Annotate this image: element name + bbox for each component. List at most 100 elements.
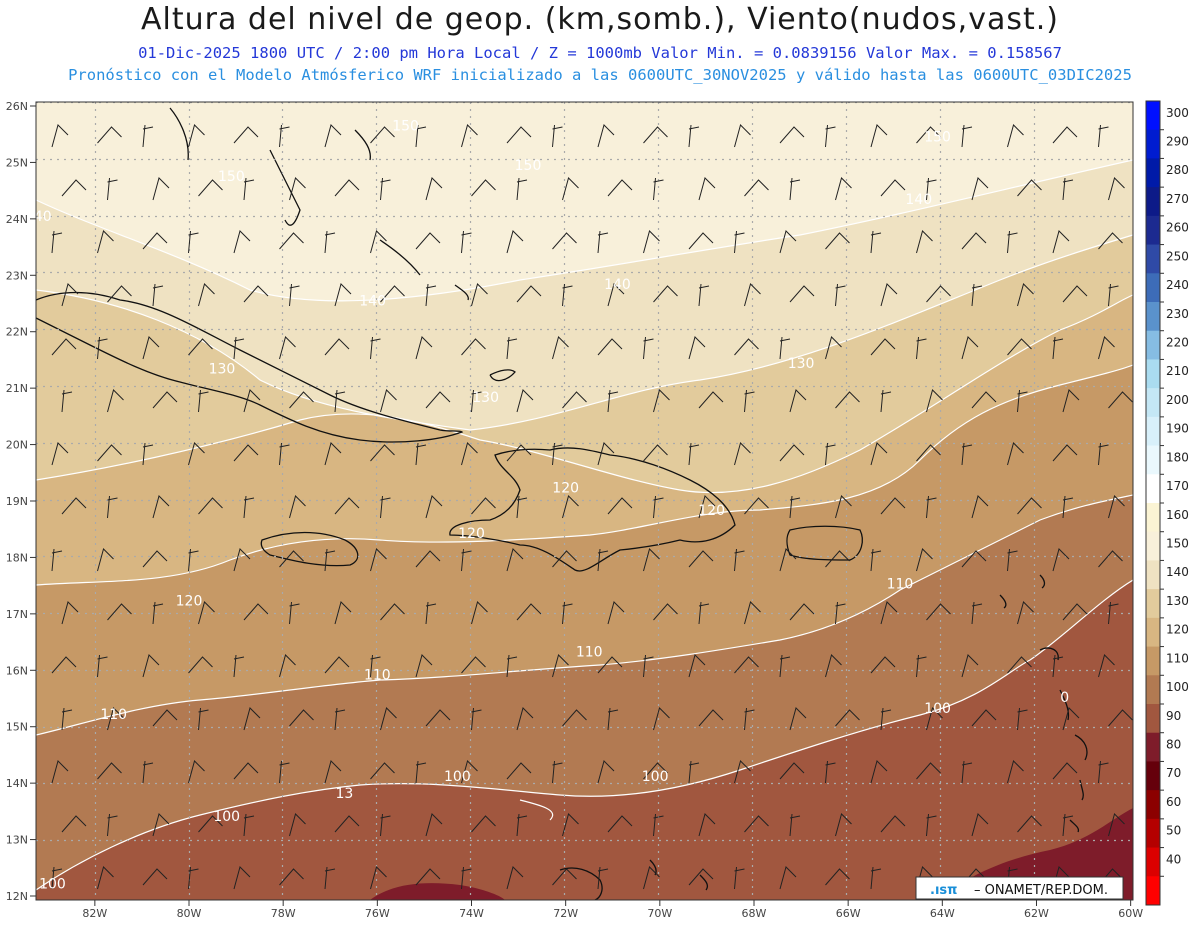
colorbar-label: 140 [1166, 565, 1189, 579]
wind-barb [279, 760, 290, 784]
contour-label: 0 [1060, 690, 1069, 706]
contour-label: 150 [515, 158, 542, 174]
lat-label: 26N [6, 100, 28, 113]
wind-barb [61, 497, 87, 515]
lon-label: 74W [459, 907, 484, 920]
wind-barb [880, 389, 892, 413]
lat-label: 15N [6, 721, 28, 734]
wind-barb [1098, 232, 1123, 250]
credit-box-frame [915, 876, 1124, 900]
colorbar-label: 170 [1166, 479, 1189, 493]
wind-barb [880, 601, 898, 625]
wind-barb [734, 656, 759, 674]
wind-barb [825, 760, 836, 784]
wind-barb [688, 760, 700, 784]
wind-barb [152, 391, 178, 409]
wind-barb [926, 389, 943, 413]
wind-barb [471, 389, 482, 413]
wind-barb [233, 336, 245, 360]
lat-label: 24N [6, 213, 28, 226]
colorbar-label: 60 [1166, 795, 1181, 809]
wind-barb [506, 336, 518, 360]
contour-label: 140 [25, 209, 52, 225]
wind-barb [279, 442, 290, 466]
wind-barb [1007, 548, 1018, 572]
jamaica-coastline [260, 531, 359, 567]
wind-barb [880, 497, 906, 515]
wind-barb [461, 124, 478, 148]
wind-barb [97, 444, 122, 462]
wind-barb [334, 815, 360, 833]
wind-barb [415, 442, 427, 466]
wind-barb [961, 654, 979, 678]
wind-barb [880, 283, 898, 307]
lat-label: 19N [6, 495, 28, 508]
coastlines [36, 107, 1088, 900]
colorbar-label: 150 [1166, 537, 1189, 551]
wind-barb [61, 815, 87, 833]
wind-barb [425, 495, 443, 519]
wind-barb [552, 550, 577, 568]
wind-barb [688, 442, 700, 466]
wind-barb [471, 497, 496, 515]
wind-barb [289, 283, 300, 307]
wind-barb [779, 126, 805, 144]
wind-barb [1108, 391, 1133, 409]
wind-barb [961, 336, 979, 360]
wind-barb [324, 656, 350, 674]
wind-barb [835, 391, 860, 409]
wind-barb [142, 336, 160, 360]
wind-barb [233, 444, 259, 462]
wind-barb [961, 442, 973, 466]
wind-barb [425, 709, 451, 727]
wind-barb [971, 495, 989, 519]
wind-barb [734, 760, 751, 784]
wind-barb [107, 177, 118, 201]
wind-barb [471, 179, 496, 197]
colorbar-swatch [1146, 215, 1160, 246]
wind-barb [461, 338, 486, 356]
wind-barb [415, 654, 433, 678]
wind-barb [744, 497, 769, 515]
wind-barb [516, 389, 534, 413]
contour-label: 120 [458, 526, 485, 542]
lat-label: 14N [6, 777, 28, 790]
bahamas-islands [169, 107, 516, 382]
wind-barb [653, 603, 678, 621]
wind-barb [835, 813, 852, 837]
wind-barb [971, 177, 989, 201]
wind-barb [653, 389, 670, 413]
wind-barb [415, 336, 433, 360]
wind-barb [471, 707, 482, 731]
wind-barb [289, 177, 306, 201]
lon-label: 66W [836, 907, 861, 920]
wind-barb [880, 179, 906, 197]
wind-barb [243, 285, 269, 303]
wind-barb [916, 126, 941, 144]
wind-barb [1017, 283, 1034, 307]
colorbar-swatch [1146, 732, 1160, 762]
colorbar-label: 70 [1166, 766, 1181, 780]
wind-barb [698, 601, 710, 625]
wind-barb [506, 548, 524, 572]
wind-barb [152, 495, 170, 519]
wind-barb [916, 444, 941, 462]
wind-barb [289, 709, 314, 727]
wind-barb [1062, 177, 1074, 201]
wind-barb [415, 868, 441, 886]
lon-label: 78W [271, 907, 296, 920]
wind-barb [1098, 654, 1115, 678]
contour-label: 100 [444, 769, 471, 785]
wind-barb [324, 760, 342, 784]
wind-barb [643, 654, 654, 678]
colorbar-label: 130 [1166, 594, 1189, 608]
wind-barb [971, 709, 997, 727]
wind-barb [734, 124, 751, 148]
credit-text: – ONAMET/REP.DOM. [974, 883, 1108, 898]
wind-barb [1062, 389, 1080, 413]
wind-barb [279, 124, 290, 148]
wind-barb [688, 232, 714, 250]
contour-label: 100 [213, 809, 240, 825]
lon-label: 70W [647, 907, 672, 920]
wind-barb [597, 442, 615, 466]
